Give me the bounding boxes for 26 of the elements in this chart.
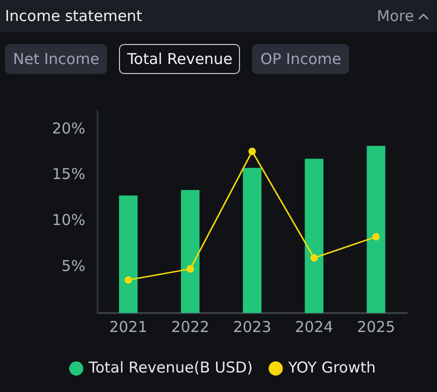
text: OP Income <box>252 44 350 74</box>
bar <box>180 190 200 313</box>
chart-title: Income statement <box>5 7 142 25</box>
point <box>248 148 256 156</box>
x-tick-label: 2021 <box>109 318 148 336</box>
x-tick-label: 2024 <box>295 318 334 336</box>
y-tick-label: 20% <box>52 119 86 138</box>
point <box>310 254 318 262</box>
point <box>372 233 380 241</box>
bar <box>242 168 262 313</box>
bar <box>119 195 138 313</box>
x-tick-label: 2023 <box>233 318 272 336</box>
y-tick-label: 10% <box>52 211 86 230</box>
text: More <box>376 7 414 25</box>
y-tick-label: 15% <box>52 165 86 184</box>
legend-label: Total Revenue(B USD) <box>88 358 253 376</box>
legend-label: YOY Growth <box>287 358 376 376</box>
bar <box>304 158 324 313</box>
point <box>124 276 132 284</box>
y-tick-label: 5% <box>62 256 86 275</box>
bar <box>366 146 386 313</box>
point <box>186 265 194 273</box>
text: Net Income <box>5 44 108 74</box>
x-tick-label: 2025 <box>356 318 396 336</box>
x-tick-label: 2022 <box>171 318 210 336</box>
text: Total Revenue <box>119 44 240 74</box>
